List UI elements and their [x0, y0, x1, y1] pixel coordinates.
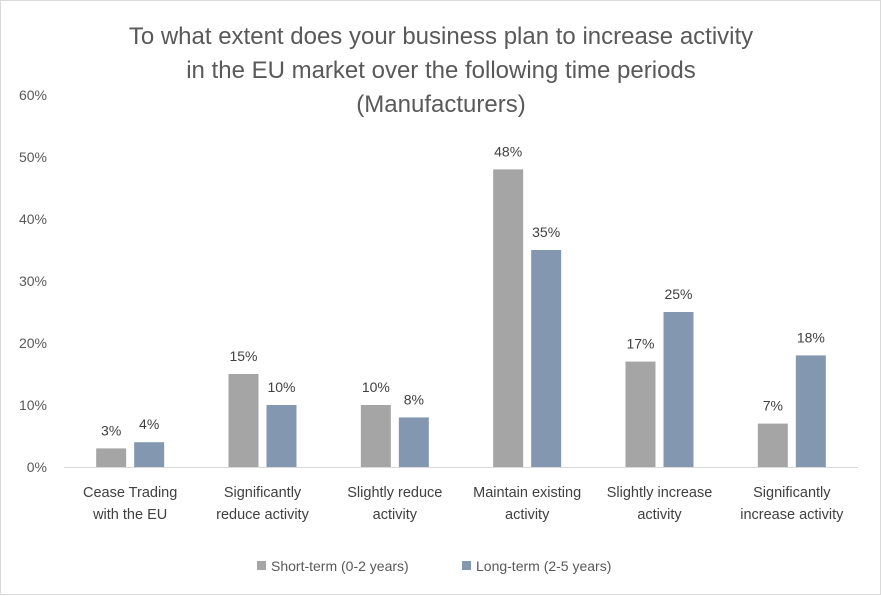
bar-long-term	[795, 355, 826, 467]
bar-short-term	[360, 405, 391, 467]
legend-swatch-short-term	[257, 561, 266, 570]
category-label: activity	[637, 507, 682, 523]
legend-label: Long-term (2-5 years)	[476, 558, 611, 574]
y-tick-label: 50%	[19, 149, 47, 165]
data-label: 18%	[797, 329, 825, 345]
data-label: 17%	[626, 336, 654, 352]
category-label: Significantly	[224, 485, 302, 501]
y-tick-label: 60%	[19, 87, 47, 103]
bar-short-term	[493, 169, 524, 467]
category-label: Slightly reduce	[347, 485, 442, 501]
bar-long-term	[663, 312, 694, 467]
bar-long-term	[531, 250, 562, 467]
bar-short-term	[757, 423, 788, 467]
category-label: activity	[505, 507, 550, 523]
category-label: Cease Trading	[83, 485, 177, 501]
bar-long-term	[134, 442, 165, 467]
y-tick-label: 0%	[27, 459, 47, 475]
data-label: 8%	[404, 391, 424, 407]
y-tick-label: 20%	[19, 335, 47, 351]
bar-long-term	[398, 417, 429, 467]
bar-long-term	[266, 405, 297, 467]
category-label: with the EU	[92, 507, 167, 523]
category-label: activity	[373, 507, 418, 523]
data-label: 15%	[229, 348, 257, 364]
data-label: 10%	[362, 379, 390, 395]
category-label: increase activity	[740, 507, 844, 523]
data-label: 10%	[267, 379, 295, 395]
y-tick-label: 10%	[19, 397, 47, 413]
chart-title-line: (Manufacturers)	[356, 91, 525, 118]
bar-short-term	[625, 361, 656, 467]
category-label: reduce activity	[216, 507, 309, 523]
chart-title-line: in the EU market over the following time…	[186, 57, 696, 84]
data-label: 35%	[532, 224, 560, 240]
bar-short-term	[228, 374, 259, 467]
legend-label: Short-term (0-2 years)	[271, 558, 409, 574]
legend-swatch-long-term	[462, 561, 471, 570]
category-label: Significantly	[753, 485, 831, 501]
y-tick-label: 40%	[19, 211, 47, 227]
data-label: 4%	[139, 416, 159, 432]
data-label: 48%	[494, 143, 522, 159]
bar-short-term	[96, 448, 127, 467]
y-tick-label: 30%	[19, 273, 47, 289]
data-label: 7%	[763, 398, 783, 414]
category-label: Maintain existing	[473, 485, 581, 501]
chart-title-line: To what extent does your business plan t…	[129, 23, 753, 50]
data-label: 25%	[664, 286, 692, 302]
category-label: Slightly increase	[607, 485, 713, 501]
data-label: 3%	[101, 422, 121, 438]
